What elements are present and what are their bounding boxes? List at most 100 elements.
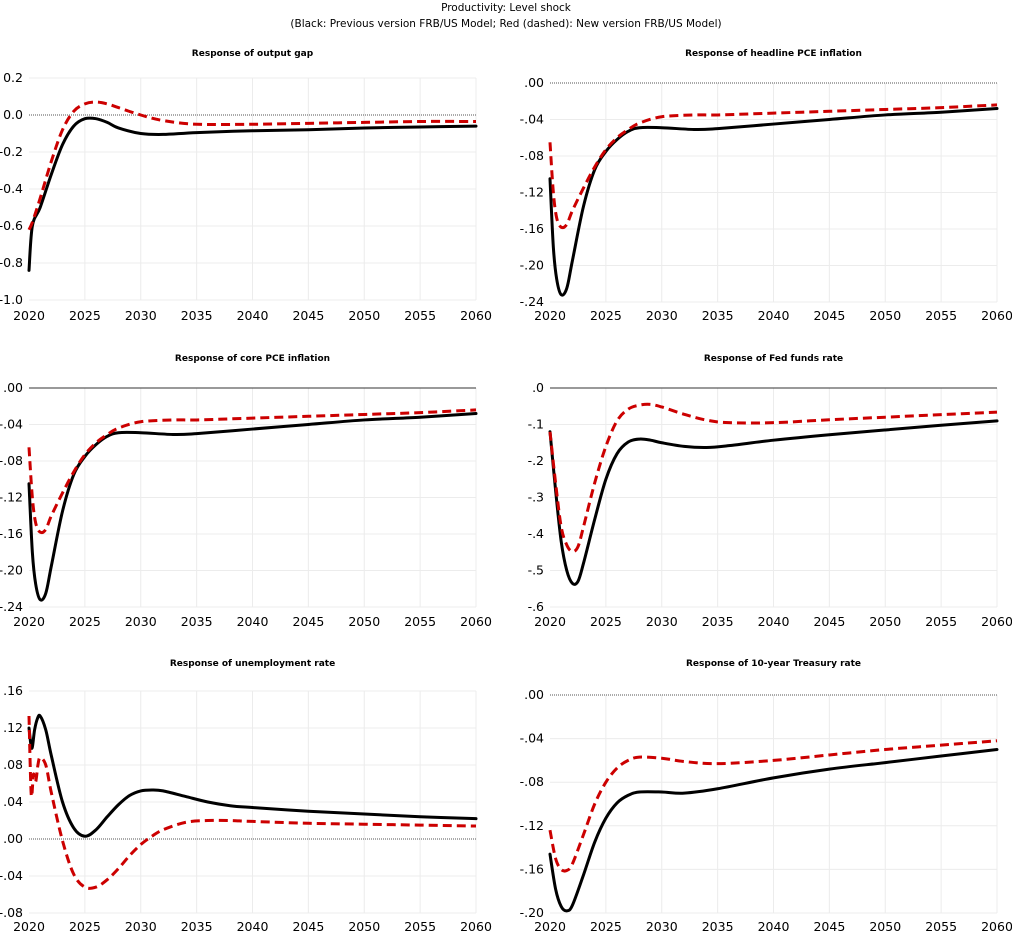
x-tick-label: 2055 <box>925 919 957 934</box>
y-tick-label: -.6 <box>528 599 544 614</box>
x-tick-label: 2050 <box>869 308 901 323</box>
x-tick-label: 2055 <box>925 614 957 629</box>
panel-title: Response of core PCE inflation <box>175 354 330 364</box>
x-tick-label: 2030 <box>646 919 678 934</box>
x-tick-label: 2045 <box>292 919 324 934</box>
x-tick-label: 2025 <box>590 614 622 629</box>
x-tick-label: 2045 <box>813 308 845 323</box>
y-tick-label: -.2 <box>528 453 544 468</box>
x-tick-label: 2050 <box>869 919 901 934</box>
x-tick-label: 2035 <box>181 919 213 934</box>
y-tick-label: -.04 <box>520 112 544 127</box>
y-tick-label: .00 <box>3 380 23 395</box>
x-tick-label: 2020 <box>534 308 566 323</box>
y-tick-label: .0 <box>532 380 544 395</box>
y-tick-label: -.08 <box>0 453 23 468</box>
x-tick-label: 2025 <box>69 919 101 934</box>
x-tick-label: 2050 <box>348 919 380 934</box>
x-tick-label: 2020 <box>13 308 45 323</box>
y-tick-label: -.4 <box>528 526 544 541</box>
x-tick-label: 2020 <box>534 919 566 934</box>
x-tick-label: 2040 <box>237 919 269 934</box>
panel-title: Response of unemployment rate <box>170 659 335 669</box>
y-tick-label: .12 <box>3 720 23 735</box>
x-tick-label: 2040 <box>237 614 269 629</box>
series-line-previous-version <box>27 116 478 272</box>
x-tick-label: 2055 <box>404 919 436 934</box>
series-line-previous-version <box>27 713 478 838</box>
x-tick-label: 2030 <box>125 919 157 934</box>
y-tick-label: -.3 <box>528 490 544 505</box>
y-tick-label: .00 <box>524 687 544 702</box>
x-tick-label: 2050 <box>348 614 380 629</box>
x-tick-label: 2045 <box>292 614 324 629</box>
x-tick-label: 2025 <box>590 308 622 323</box>
y-tick-label: -.12 <box>0 490 23 505</box>
x-tick-label: 2030 <box>646 614 678 629</box>
y-tick-label: -.1 <box>528 417 544 432</box>
y-tick-label: -.08 <box>520 774 544 789</box>
x-tick-label: 2030 <box>125 308 157 323</box>
y-tick-label: 0.2 <box>3 70 23 85</box>
panel-title: Response of 10-year Treasury rate <box>686 659 861 669</box>
x-tick-label: 2020 <box>13 614 45 629</box>
x-tick-label: 2060 <box>460 308 492 323</box>
y-tick-label: -0.6 <box>0 218 23 233</box>
chart-panel-5: Response of unemployment rate .16 .12 .08 .0… <box>0 659 492 934</box>
x-tick-label: 2055 <box>404 308 436 323</box>
x-tick-label: 2055 <box>404 614 436 629</box>
x-tick-label: 2060 <box>981 614 1012 629</box>
x-tick-label: 2030 <box>125 614 157 629</box>
x-tick-label: 2025 <box>590 919 622 934</box>
y-tick-label: -0.4 <box>0 181 23 196</box>
y-tick-label: -.04 <box>0 417 23 432</box>
y-tick-label: -1.0 <box>0 292 23 307</box>
chart-panel-1: Response of output gap 0.2 0.0 -0.2 -0.4 -0.6… <box>0 49 492 323</box>
x-tick-label: 2050 <box>348 308 380 323</box>
y-tick-label: -.12 <box>520 818 544 833</box>
x-tick-label: 2040 <box>758 614 790 629</box>
panel-title: Response of Fed funds rate <box>704 354 843 364</box>
y-tick-label: -.20 <box>0 563 23 578</box>
x-tick-label: 2060 <box>460 919 492 934</box>
y-tick-label: -.08 <box>520 148 544 163</box>
series-line-previous-version <box>548 748 999 913</box>
figure-header: Productivity: Level shock (Black: Previo… <box>0 0 1012 32</box>
series-line-new-version <box>27 715 477 890</box>
x-tick-label: 2020 <box>534 614 566 629</box>
y-tick-label: -.08 <box>0 905 23 920</box>
y-tick-label: -.24 <box>0 599 23 614</box>
y-tick-label: -.16 <box>520 861 544 876</box>
x-tick-label: 2060 <box>981 919 1012 934</box>
series-line-new-version <box>548 402 998 554</box>
figure-title: Productivity: Level shock <box>441 2 571 14</box>
x-tick-label: 2035 <box>702 919 734 934</box>
y-tick-label: -.20 <box>520 258 544 273</box>
x-tick-label: 2060 <box>981 308 1012 323</box>
x-tick-label: 2055 <box>925 308 957 323</box>
x-tick-label: 2050 <box>869 614 901 629</box>
y-tick-label: .08 <box>3 757 23 772</box>
chart-panel-3: Response of core PCE inflation .00 -.04 -.0… <box>0 354 492 629</box>
y-tick-label: -.04 <box>0 868 23 883</box>
x-tick-label: 2020 <box>13 919 45 934</box>
panel-title: Response of headline PCE inflation <box>685 49 862 59</box>
x-tick-label: 2045 <box>813 919 845 934</box>
series-line-new-version <box>548 739 998 873</box>
series-line-new-version <box>27 100 477 231</box>
x-tick-label: 2045 <box>813 614 845 629</box>
chart-panel-2: Response of headline PCE inflation .00 -.0… <box>520 49 1012 323</box>
y-tick-label: .00 <box>524 75 544 90</box>
x-tick-label: 2040 <box>758 308 790 323</box>
y-tick-label: -.24 <box>520 294 544 309</box>
series-line-new-version <box>27 408 477 535</box>
y-tick-label: .16 <box>3 683 23 698</box>
y-tick-label: -0.2 <box>0 144 23 159</box>
y-tick-label: -.04 <box>520 731 544 746</box>
series-line-new-version <box>548 103 998 230</box>
x-tick-label: 2040 <box>237 308 269 323</box>
y-tick-label: -.20 <box>520 905 544 920</box>
chart-panel-4: Response of Fed funds rate .0 -.1 -.2 -.3 -.4… <box>528 354 1012 629</box>
y-tick-label: .00 <box>3 831 23 846</box>
